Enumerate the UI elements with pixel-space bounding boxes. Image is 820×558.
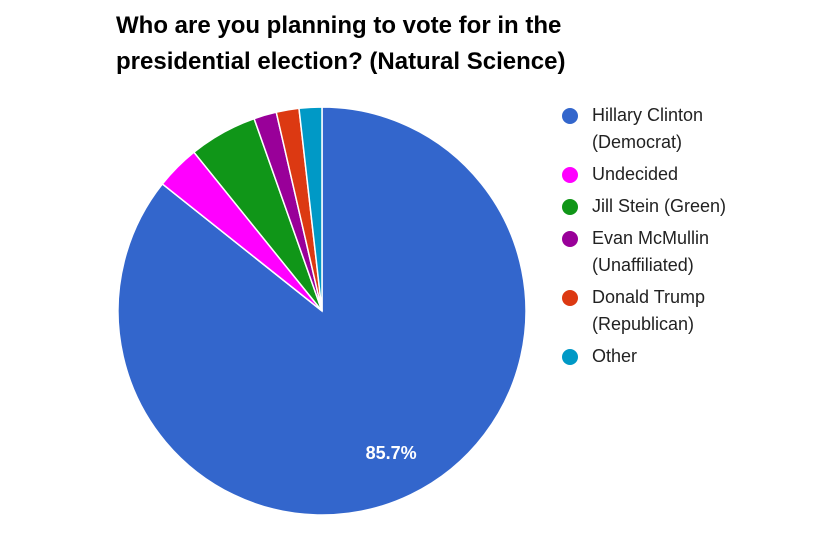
legend: Hillary Clinton (Democrat) Undecided Jill …	[562, 102, 737, 375]
pie-slice	[298, 106, 323, 312]
chart-title: Who are you planning to vote for in the …	[116, 12, 566, 75]
value-label: 85.7%	[366, 443, 417, 463]
legend-item: Donald Trump (Republican)	[562, 284, 737, 338]
legend-label: Jill Stein (Green)	[592, 196, 727, 216]
legend-swatch	[562, 199, 578, 215]
legend-swatch	[562, 108, 578, 124]
legend-swatch	[562, 231, 578, 247]
legend-swatch	[562, 290, 578, 306]
legend-label: Evan McMullin (Unaffiliated)	[592, 228, 710, 275]
legend-label: Undecided	[592, 164, 679, 184]
legend-label: Donald Trump (Republican)	[592, 287, 706, 334]
legend-item: Jill Stein (Green)	[562, 193, 737, 220]
legend-item: Evan McMullin (Unaffiliated)	[562, 225, 737, 279]
legend-item: Hillary Clinton (Democrat)	[562, 102, 737, 156]
legend-label: Other	[592, 346, 638, 366]
legend-swatch	[562, 349, 578, 365]
legend-swatch	[562, 167, 578, 183]
legend-item: Undecided	[562, 161, 737, 188]
legend-item: Other	[562, 343, 737, 370]
legend-label: Hillary Clinton (Democrat)	[592, 105, 704, 152]
